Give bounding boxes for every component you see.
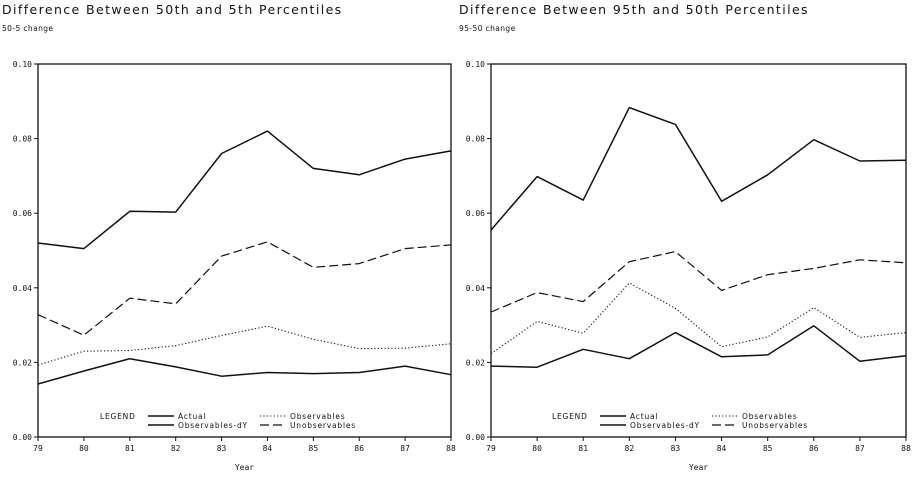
series-line-observables-dy — [37, 357, 452, 385]
line-chart-svg: 0.00 0.02 0.04 0.06 0.08 0.10 79 80 81 82 83 84 85 86… — [466, 60, 911, 472]
y-tick-label: 0.00 — [13, 433, 32, 442]
x-tick-label: 85 — [763, 444, 773, 453]
y-tick-label: 0.10 — [13, 60, 32, 69]
series-line-actual — [490, 106, 907, 231]
legend-label: Actual — [630, 412, 658, 421]
line-chart-svg: 0.00 0.02 0.04 0.06 0.08 0.10 79 80 81 82 83 84 85 86… — [13, 60, 456, 472]
series-line-unobservables — [490, 251, 907, 313]
x-tick-label: 81 — [578, 444, 588, 453]
legend-label: Unobservables — [742, 421, 808, 430]
x-tick-label: 84 — [717, 444, 727, 453]
chart-title: Difference Between 50th and 5th Percenti… — [2, 2, 343, 17]
x-tick-label: 86 — [354, 444, 364, 453]
y-tick-label: 0.08 — [13, 135, 32, 144]
x-tick-label: 80 — [79, 444, 89, 453]
y-tick-label: 0.02 — [13, 358, 32, 367]
x-tick-label: 83 — [217, 444, 227, 453]
x-tick-label: 83 — [671, 444, 681, 453]
chart-panel-left: Difference Between 50th and 5th Percenti… — [2, 2, 456, 472]
legend-label: Observables — [742, 412, 797, 421]
y-tick-label: 0.06 — [466, 209, 485, 218]
series-line-unobservables — [37, 241, 452, 336]
legend-label: Unobservables — [290, 421, 356, 430]
chart-subtitle: 95-50 change — [459, 24, 516, 33]
series-line-actual — [37, 130, 452, 250]
x-tick-label: 79 — [486, 444, 496, 453]
series-line-observables — [37, 325, 452, 366]
chart-subtitle: 50-5 change — [2, 24, 54, 33]
x-axis-label: Year — [689, 463, 708, 472]
chart-title: Difference Between 95th and 50th Percent… — [459, 2, 809, 17]
legend-title: LEGEND — [552, 412, 588, 421]
plot-frame — [37, 63, 452, 438]
x-tick-label: 85 — [309, 444, 319, 453]
x-tick-label: 86 — [809, 444, 819, 453]
x-tick-label: 87 — [400, 444, 410, 453]
x-axis-label: Year — [235, 463, 254, 472]
legend-label: Observables-dY — [178, 421, 248, 430]
y-tick-label: 0.00 — [466, 433, 485, 442]
x-tick-label: 88 — [446, 444, 456, 453]
x-tick-label: 87 — [855, 444, 865, 453]
y-tick-label: 0.06 — [13, 209, 32, 218]
series-line-observables — [490, 282, 907, 355]
x-tick-label: 88 — [901, 444, 911, 453]
x-tick-label: 84 — [263, 444, 273, 453]
y-tick-label: 0.08 — [466, 135, 485, 144]
x-tick-label: 80 — [532, 444, 542, 453]
x-tick-label: 82 — [171, 444, 181, 453]
x-tick-label: 79 — [33, 444, 43, 453]
x-tick-label: 81 — [125, 444, 135, 453]
y-tick-label: 0.02 — [466, 358, 485, 367]
y-tick-label: 0.04 — [13, 284, 32, 293]
chart-panel-right: Difference Between 95th and 50th Percent… — [457, 0, 914, 482]
x-tick-label: 82 — [625, 444, 635, 453]
series-line-observables-dy — [490, 325, 907, 368]
y-tick-label: 0.04 — [466, 284, 485, 293]
y-tick-label: 0.10 — [466, 60, 485, 69]
legend-label: Observables-dY — [630, 421, 700, 430]
plot-frame — [490, 63, 907, 438]
legend-title: LEGEND — [100, 412, 136, 421]
legend-label: Observables — [290, 412, 345, 421]
legend-label: Actual — [178, 412, 206, 421]
